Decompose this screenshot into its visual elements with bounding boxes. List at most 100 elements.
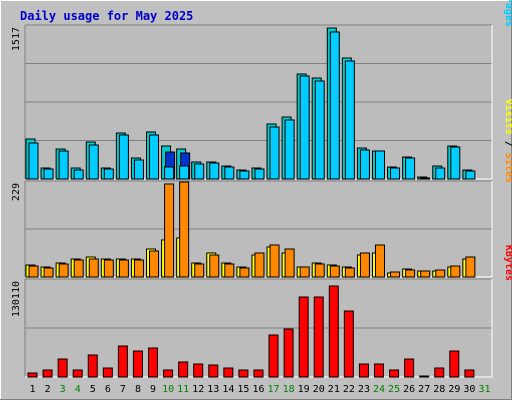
bar-pages-day-26 xyxy=(405,157,416,180)
bar-sites-day-7 xyxy=(118,259,129,278)
day-label-29: 29 xyxy=(448,384,460,395)
bar-kbytes-day-20 xyxy=(313,296,324,378)
bar-pages-day-2 xyxy=(43,168,54,180)
bar-kbytes-day-14 xyxy=(223,367,234,378)
day-label-21: 21 xyxy=(328,384,340,395)
day-label-28: 28 xyxy=(433,384,445,395)
bar-kbytes-day-24 xyxy=(373,363,384,378)
y-max-label: 130110 xyxy=(11,281,22,317)
bar-kbytes-day-22 xyxy=(343,310,354,378)
bar-sites-day-28 xyxy=(435,269,446,278)
bar-pages-day-18 xyxy=(284,119,295,180)
bar-kbytes-day-30 xyxy=(464,369,475,378)
bar-sites-day-2 xyxy=(43,267,54,278)
bar-kbytes-day-8 xyxy=(132,350,143,378)
legend-label: Hits / Files / Pages xyxy=(503,0,512,27)
panel-kbytes: 130110 KBytes xyxy=(11,245,512,378)
day-label-6: 6 xyxy=(105,384,111,395)
day-label-20: 20 xyxy=(313,384,325,395)
bar-kbytes-day-3 xyxy=(57,358,68,378)
day-label-4: 4 xyxy=(75,384,81,395)
bar-kbytes-day-28 xyxy=(434,367,445,378)
bar-sites-day-15 xyxy=(239,267,250,278)
bar-sites-day-8 xyxy=(133,259,144,278)
bar-pages-day-23 xyxy=(359,149,370,180)
day-label-5: 5 xyxy=(90,384,96,395)
y-max-label: 1517 xyxy=(11,27,22,51)
bar-pages-day-12 xyxy=(194,163,205,180)
day-label-19: 19 xyxy=(298,384,310,395)
bar-pages-day-27 xyxy=(420,177,431,180)
bar-sites-day-17 xyxy=(269,244,280,278)
bar-kbytes-day-18 xyxy=(283,328,294,378)
day-label-23: 23 xyxy=(358,384,370,395)
bar-pages-day-19 xyxy=(299,75,310,180)
legend-part: / xyxy=(503,135,512,153)
day-label-16: 16 xyxy=(252,384,264,395)
day-label-31: 31 xyxy=(478,384,490,395)
bar-pages-day-30 xyxy=(465,170,476,180)
bar-sites-day-19 xyxy=(299,266,310,278)
bar-pages-day-7 xyxy=(118,134,129,180)
bar-sites-day-16 xyxy=(254,252,265,278)
bar-sites-day-18 xyxy=(284,248,295,278)
bar-kbytes-day-15 xyxy=(238,369,249,378)
series-kbytes xyxy=(27,285,475,378)
bar-kbytes-day-13 xyxy=(208,364,219,378)
bar-sites-day-9 xyxy=(149,250,160,278)
bar-sites-day-24 xyxy=(374,244,385,278)
bar-kbytes-day-9 xyxy=(148,347,159,378)
day-label-2: 2 xyxy=(45,384,51,395)
bar-pages-day-20 xyxy=(314,80,325,180)
bar-pages-day-25 xyxy=(390,167,401,180)
bar-sites-day-26 xyxy=(405,269,416,278)
day-label-3: 3 xyxy=(60,384,66,395)
day-label-25: 25 xyxy=(388,384,400,395)
day-axis-labels: 1 2 3 4 5 6 7 8 9 10 11 12 13 14 15 16 17 18 19 20 21 22 23 24 2… xyxy=(30,384,491,395)
legend-part: Sites xyxy=(503,153,512,183)
day-label-8: 8 xyxy=(135,384,141,395)
day-label-22: 22 xyxy=(343,384,355,395)
bar-sites-day-29 xyxy=(450,265,461,278)
bar-kbytes-day-29 xyxy=(449,350,460,378)
bar-kbytes-day-27 xyxy=(419,375,430,378)
bar-kbytes-day-10 xyxy=(163,369,174,378)
bar-pages-day-4 xyxy=(73,169,84,180)
day-label-24: 24 xyxy=(373,384,385,395)
bar-kbytes-day-23 xyxy=(358,363,369,378)
bar-kbytes-day-7 xyxy=(117,345,128,378)
bar-sites-day-12 xyxy=(194,263,205,278)
bar-pages-day-5 xyxy=(88,144,99,180)
bar-sites-day-22 xyxy=(344,267,355,278)
bar-pages-day-13 xyxy=(209,162,220,180)
bar-kbytes-day-19 xyxy=(298,296,309,378)
day-label-30: 30 xyxy=(463,384,475,395)
day-label-1: 1 xyxy=(30,384,36,395)
bar-sites-day-21 xyxy=(329,265,340,278)
bar-kbytes-day-25 xyxy=(389,369,400,378)
day-label-14: 14 xyxy=(222,384,234,395)
bar-pages-day-8 xyxy=(133,159,144,180)
bar-sites-day-20 xyxy=(314,263,325,278)
bar-pages-day-6 xyxy=(103,168,114,180)
day-label-27: 27 xyxy=(418,384,430,395)
day-label-13: 13 xyxy=(207,384,219,395)
chart-title: Daily usage for May 2025 xyxy=(20,9,193,23)
day-label-10: 10 xyxy=(162,384,174,395)
series-pages xyxy=(28,31,476,180)
day-label-17: 17 xyxy=(268,384,280,395)
bar-sites-day-5 xyxy=(88,258,99,278)
series-sites xyxy=(28,181,476,278)
bar-sites-day-27 xyxy=(420,270,431,278)
panel-hits-files-pages: 1517 Hits / Files / Pages xyxy=(11,0,512,180)
bar-sites-day-4 xyxy=(73,259,84,278)
legend-part: Visits xyxy=(503,99,512,135)
bar-kbytes-day-1 xyxy=(27,372,38,378)
bar-pages-day-11 xyxy=(179,165,190,180)
day-label-9: 9 xyxy=(150,384,156,395)
chart-panels: 1517 Hits / Files / Pages 229 Visits / Site… xyxy=(11,0,512,378)
bar-sites-day-3 xyxy=(58,263,69,278)
bar-pages-day-22 xyxy=(344,60,355,180)
bar-kbytes-day-21 xyxy=(328,285,339,378)
